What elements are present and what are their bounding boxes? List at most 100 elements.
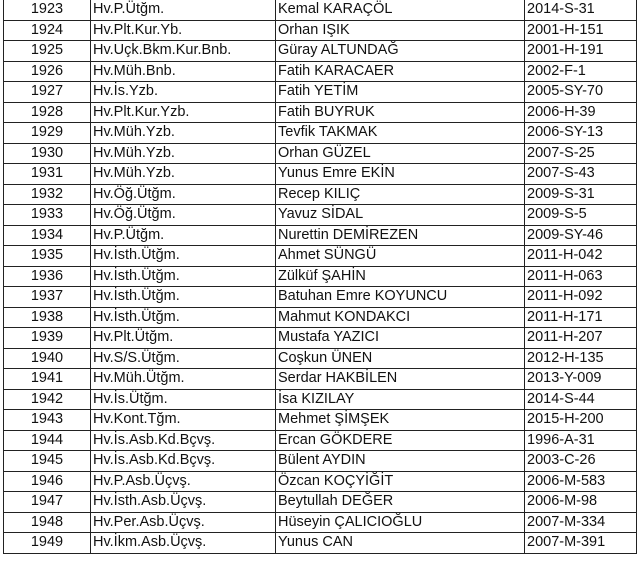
table-row: 1945 Hv.İs.Asb.Kd.Bçvş. Bülent AYDIN 2003-C… [3,450,637,472]
rank-cell: Hv.Müh.Bnb. [90,60,276,82]
registry-code-cell: 2007-S-43 [524,163,637,185]
registry-code-cell: 2007-M-334 [524,511,637,533]
table-body: 1923 Hv.P.Ütğm. Kemal KARAÇÖL 2014-S-31 1924… [3,0,637,554]
table-row: 1949 Hv.İkm.Asb.Üçvş. Yunus CAN 2007-M-391 [3,532,637,554]
registry-code-cell: 2011-H-042 [524,245,637,267]
registry-code-cell: 2012-H-135 [524,347,637,369]
rank-cell: Hv.Kont.Tğm. [90,409,276,431]
full-name-cell: Ahmet SÜNGÜ [275,245,525,267]
registry-code-cell: 2005-SY-70 [524,81,637,103]
full-name-cell: Fatih BUYRUK [275,101,525,123]
rank-cell: Hv.P.Ütğm. [90,224,276,246]
full-name-cell: Fatih KARACAER [275,60,525,82]
row-number-cell: 1937 [3,286,91,308]
full-name-cell: Mustafa YAZICI [275,327,525,349]
row-number-cell: 1924 [3,19,91,41]
full-name-cell: Mehmet ŞİMŞEK [275,409,525,431]
rank-cell: Hv.İsth.Ütğm. [90,306,276,328]
full-name-cell: Serdar HAKBİLEN [275,368,525,390]
row-number-cell: 1946 [3,470,91,492]
full-name-cell: Yavuz SİDAL [275,204,525,226]
registry-code-cell: 2006-SY-13 [524,122,637,144]
table-row: 1928 Hv.Plt.Kur.Yzb. Fatih BUYRUK 2006-H-39 [3,101,637,123]
registry-code-cell: 2003-C-26 [524,450,637,472]
full-name-cell: Kemal KARAÇÖL [275,0,525,21]
row-number-cell: 1942 [3,388,91,410]
table-row: 1926 Hv.Müh.Bnb. Fatih KARACAER 2002-F-1 [3,60,637,82]
rank-cell: Hv.İs.Asb.Kd.Bçvş. [90,450,276,472]
row-number-cell: 1931 [3,163,91,185]
rank-cell: Hv.Müh.Ütğm. [90,368,276,390]
full-name-cell: Güray ALTUNDAĞ [275,40,525,62]
table-row: 1941 Hv.Müh.Ütğm. Serdar HAKBİLEN 2013-Y-00… [3,368,637,390]
full-name-cell: Orhan IŞIK [275,19,525,41]
table-row: 1927 Hv.İs.Yzb. Fatih YETİM 2005-SY-70 [3,81,637,103]
table-row: 1929 Hv.Müh.Yzb. Tevfik TAKMAK 2006-SY-13 [3,122,637,144]
registry-code-cell: 2007-S-25 [524,142,637,164]
table-row: 1935 Hv.İsth.Ütğm. Ahmet SÜNGÜ 2011-H-042 [3,245,637,267]
rank-cell: Hv.İsth.Ütğm. [90,286,276,308]
rank-cell: Hv.Öğ.Ütğm. [90,204,276,226]
table-row: 1924 Hv.Plt.Kur.Yb. Orhan IŞIK 2001-H-151 [3,19,637,41]
row-number-cell: 1932 [3,183,91,205]
registry-code-cell: 2009-S-5 [524,204,637,226]
rank-cell: Hv.İkm.Asb.Üçvş. [90,532,276,554]
registry-code-cell: 2006-M-583 [524,470,637,492]
row-number-cell: 1933 [3,204,91,226]
full-name-cell: Özcan KOÇYİĞİT [275,470,525,492]
full-name-cell: İsa KIZILAY [275,388,525,410]
full-name-cell: Zülküf ŞAHİN [275,265,525,287]
full-name-cell: Hüseyin ÇALICIOĞLU [275,511,525,533]
row-number-cell: 1930 [3,142,91,164]
full-name-cell: Nurettin DEMİREZEN [275,224,525,246]
registry-code-cell: 2013-Y-009 [524,368,637,390]
rank-cell: Hv.S/S.Ütğm. [90,347,276,369]
row-number-cell: 1943 [3,409,91,431]
row-number-cell: 1939 [3,327,91,349]
row-number-cell: 1926 [3,60,91,82]
rank-cell: Hv.İsth.Ütğm. [90,245,276,267]
row-number-cell: 1945 [3,450,91,472]
registry-code-cell: 2002-F-1 [524,60,637,82]
full-name-cell: Yunus Emre EKİN [275,163,525,185]
row-number-cell: 1938 [3,306,91,328]
table-row: 1934 Hv.P.Ütğm. Nurettin DEMİREZEN 2009-SY-… [3,224,637,246]
full-name-cell: Coşkun ÜNEN [275,347,525,369]
rank-cell: Hv.Per.Asb.Üçvş. [90,511,276,533]
full-name-cell: Orhan GÜZEL [275,142,525,164]
row-number-cell: 1934 [3,224,91,246]
registry-code-cell: 2006-M-98 [524,491,637,513]
rank-cell: Hv.P.Asb.Üçvş. [90,470,276,492]
row-number-cell: 1925 [3,40,91,62]
table-row: 1940 Hv.S/S.Ütğm. Coşkun ÜNEN 2012-H-135 [3,347,637,369]
rank-cell: Hv.Plt.Kur.Yb. [90,19,276,41]
registry-code-cell: 2001-H-151 [524,19,637,41]
registry-code-cell: 2007-M-391 [524,532,637,554]
table-row: 1923 Hv.P.Ütğm. Kemal KARAÇÖL 2014-S-31 [3,0,637,21]
table-row: 1948 Hv.Per.Asb.Üçvş. Hüseyin ÇALICIOĞLU 20… [3,511,637,533]
personnel-table: 1923 Hv.P.Ütğm. Kemal KARAÇÖL 2014-S-31 1924… [3,0,637,554]
table-row: 1938 Hv.İsth.Ütğm. Mahmut KONDAKCI 2011-H-1… [3,306,637,328]
rank-cell: Hv.Müh.Yzb. [90,163,276,185]
row-number-cell: 1949 [3,532,91,554]
registry-code-cell: 2011-H-063 [524,265,637,287]
row-number-cell: 1941 [3,368,91,390]
rank-cell: Hv.Öğ.Ütğm. [90,183,276,205]
table-row: 1933 Hv.Öğ.Ütğm. Yavuz SİDAL 2009-S-5 [3,204,637,226]
registry-code-cell: 2011-H-207 [524,327,637,349]
rank-cell: Hv.İs.Asb.Kd.Bçvş. [90,429,276,451]
full-name-cell: Batuhan Emre KOYUNCU [275,286,525,308]
rank-cell: Hv.P.Ütğm. [90,0,276,21]
row-number-cell: 1928 [3,101,91,123]
registry-code-cell: 2011-H-171 [524,306,637,328]
registry-code-cell: 2015-H-200 [524,409,637,431]
registry-code-cell: 2001-H-191 [524,40,637,62]
table-row: 1931 Hv.Müh.Yzb. Yunus Emre EKİN 2007-S-43 [3,163,637,185]
row-number-cell: 1940 [3,347,91,369]
rank-cell: Hv.Müh.Yzb. [90,122,276,144]
full-name-cell: Ercan GÖKDERE [275,429,525,451]
row-number-cell: 1935 [3,245,91,267]
table-row: 1932 Hv.Öğ.Ütğm. Recep KILIÇ 2009-S-31 [3,183,637,205]
registry-code-cell: 2009-SY-46 [524,224,637,246]
table-row: 1937 Hv.İsth.Ütğm. Batuhan Emre KOYUNCU 201… [3,286,637,308]
